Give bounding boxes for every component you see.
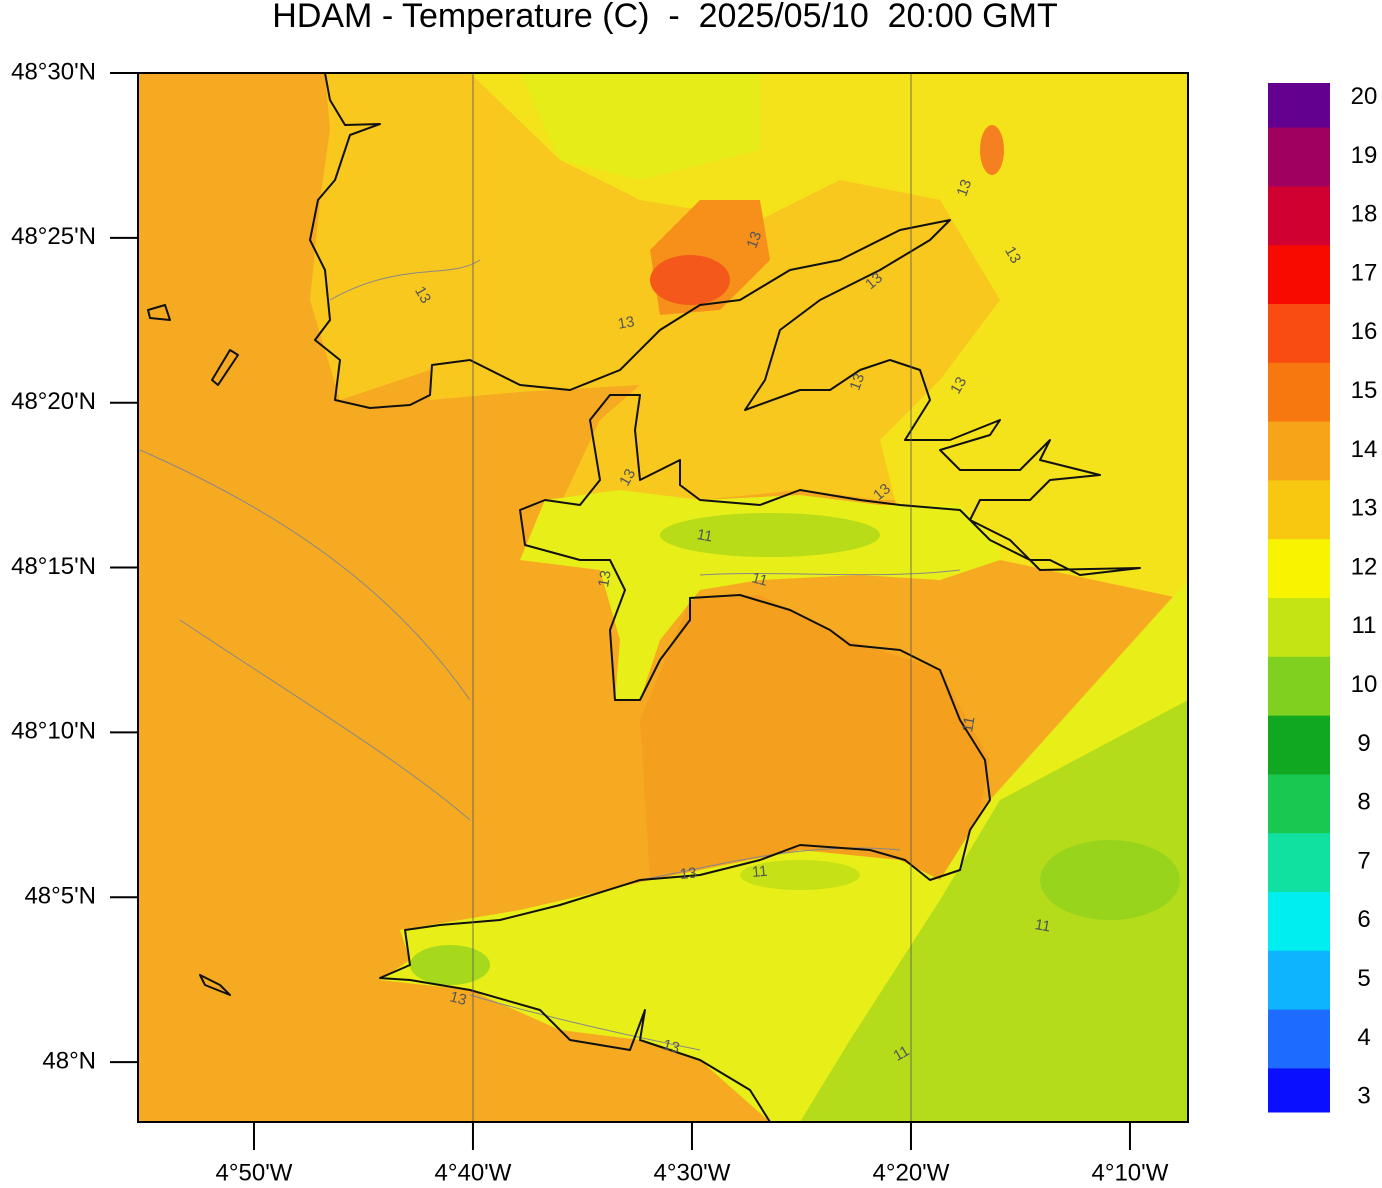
colorbar-label: 9 (1357, 730, 1370, 757)
colorbar-label: 8 (1357, 789, 1370, 816)
colorbar-swatch (1268, 1009, 1330, 1069)
y-tick-label: 48°5'N (24, 883, 96, 910)
contour-label: 13 (448, 988, 469, 1009)
colorbar-swatch (1268, 832, 1330, 892)
contour-label: 13 (595, 569, 615, 588)
contour-label: 13 (1001, 243, 1024, 266)
colorbar-swatch (1268, 127, 1330, 187)
y-tick-label: 48°15'N (11, 553, 96, 580)
colorbar-label: 10 (1351, 671, 1378, 698)
colorbar-label: 11 (1352, 612, 1377, 639)
colorbar-label: 19 (1351, 142, 1378, 169)
contour-labels: 13 13 13 13 13 13 13 13 11 13 13 13 11 1… (411, 177, 1024, 1065)
colorbar-label: 4 (1357, 1024, 1370, 1051)
contour-label: 13 (616, 313, 635, 333)
estuary-cool (520, 490, 1000, 700)
colorbar-label: 16 (1351, 318, 1378, 345)
colorbar-swatch (1268, 773, 1330, 834)
y-tick-label: 48°N (42, 1047, 96, 1074)
colorbar-swatch (1268, 715, 1330, 775)
contour-label: 11 (959, 715, 978, 733)
colorbar-swatch (1268, 479, 1330, 540)
north-warm-land (470, 73, 1188, 600)
contour-label: 11 (890, 1042, 912, 1065)
colorbar-swatch (1268, 303, 1330, 363)
colorbar-label: 14 (1351, 436, 1378, 463)
y-tick-label: 48°20'N (11, 388, 96, 415)
y-tick-label: 48°30'N (11, 58, 96, 85)
temperature-field (138, 73, 1188, 1122)
contour-label: 13 (661, 1036, 682, 1057)
hot-spot (980, 125, 1004, 175)
y-tick-label: 48°25'N (11, 223, 96, 250)
contour-label: 13 (616, 466, 639, 489)
cool-patch (1040, 840, 1180, 920)
colorbar-swatch (1268, 891, 1330, 951)
island (147, 304, 239, 996)
title: HDAM - Temperature (C) - 2025/05/10 20:0… (272, 0, 1057, 35)
colorbar-label: 17 (1351, 259, 1378, 286)
colorbar-label: 6 (1357, 906, 1370, 933)
contour-label: 13 (744, 229, 766, 250)
crozon-land (640, 595, 990, 880)
cool-patch (740, 860, 860, 890)
x-tick-label: 4°10'W (1092, 1159, 1169, 1186)
contour-label: 13 (947, 374, 970, 397)
colorbar-swatch (1268, 1067, 1330, 1113)
colorbar-swatch (1268, 362, 1330, 422)
colorbar-label: 18 (1351, 201, 1378, 228)
x-tick-label: 4°20'W (873, 1159, 950, 1186)
colorbar-swatch (1268, 185, 1330, 246)
contour-label: 13 (847, 371, 869, 392)
colorbar-label: 12 (1351, 553, 1378, 580)
colorbar-label: 15 (1351, 377, 1378, 404)
colorbar-label: 13 (1351, 495, 1378, 522)
contour-label: 11 (1034, 916, 1052, 935)
colorbar-label: 20 (1351, 83, 1378, 110)
hot-spot (650, 255, 730, 305)
contour-label: 13 (411, 283, 434, 306)
cool-patch (410, 945, 490, 985)
colorbar-label: 7 (1357, 847, 1370, 874)
colorbar-swatch (1268, 244, 1330, 304)
colorbar-label: 3 (1357, 1083, 1370, 1110)
south-cool-land (800, 700, 1188, 1122)
north-cool-patch (520, 73, 760, 180)
colorbar-swatch (1268, 421, 1330, 481)
contour-label: 13 (954, 177, 976, 198)
x-tick-label: 4°30'W (654, 1159, 731, 1186)
colorbar-swatch (1268, 83, 1330, 128)
cool-patch (660, 513, 880, 557)
coastline (309, 73, 1141, 1122)
x-tick-label: 4°50'W (216, 1159, 293, 1186)
contour-label: 11 (751, 863, 768, 881)
contour-label: 11 (696, 526, 714, 545)
x-tick-label: 4°40'W (435, 1159, 512, 1186)
plot-frame (137, 72, 1189, 1123)
colorbar-swatch (1268, 597, 1330, 657)
colorbar-swatch (1268, 950, 1330, 1010)
colorbar-swatch (1268, 538, 1330, 598)
contour-label: 11 (750, 569, 769, 589)
isotherm (139, 259, 961, 1051)
contour-label: 13 (679, 865, 697, 883)
colorbar-swatch (1268, 656, 1330, 716)
colorbar-label: 5 (1357, 965, 1370, 992)
y-tick-label: 48°10'N (11, 718, 96, 745)
